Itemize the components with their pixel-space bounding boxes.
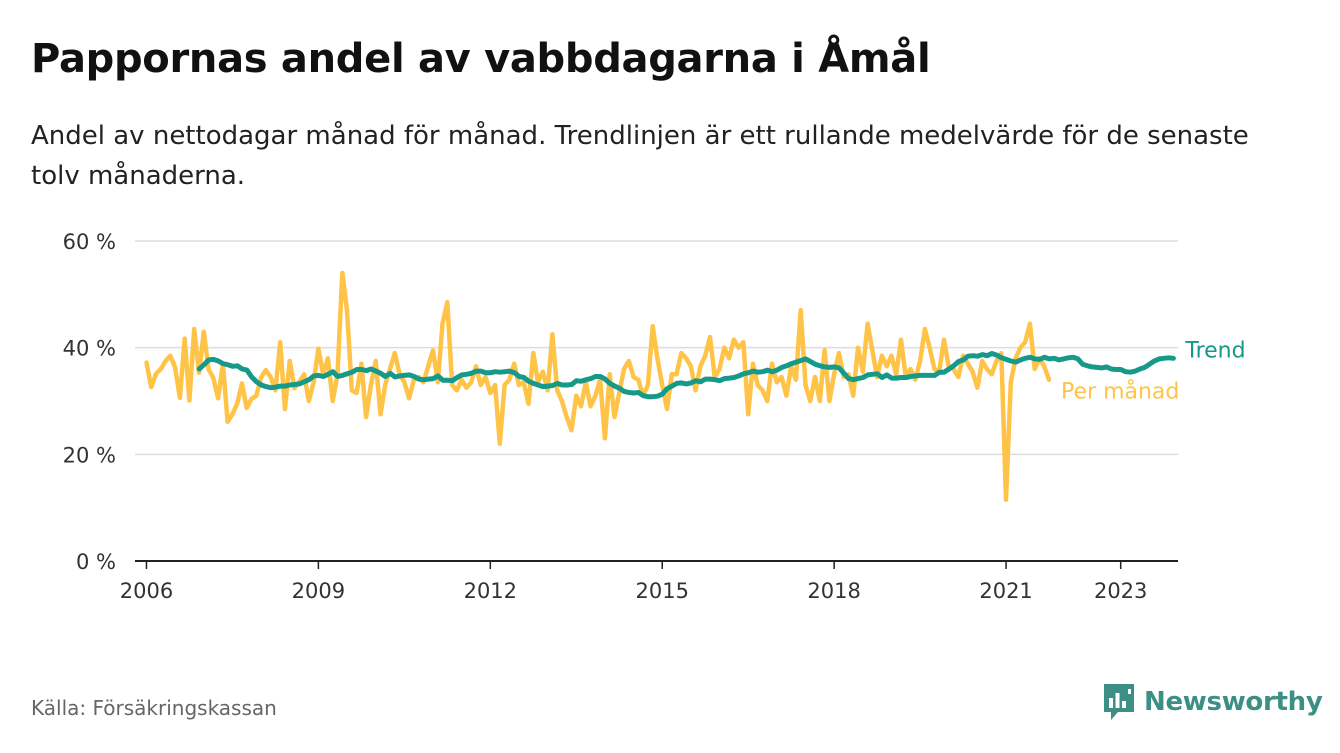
gridlines bbox=[135, 240, 1178, 562]
x-tick-label: 2006 bbox=[120, 579, 173, 603]
y-tick-label: 0 % bbox=[76, 550, 116, 574]
y-tick-label: 20 % bbox=[63, 443, 116, 467]
series-lines bbox=[144, 270, 1176, 502]
x-tick-label: 2018 bbox=[807, 579, 860, 603]
brand-name: Newsworthy bbox=[1144, 687, 1323, 717]
y-tick-label: 40 % bbox=[63, 337, 116, 361]
x-axis-labels: 2006 2009 2012 2015 2018 2021 2023 bbox=[120, 579, 1148, 603]
x-axis-ticks bbox=[145, 561, 1122, 569]
brand-logo: Newsworthy bbox=[1102, 681, 1323, 723]
series-line bbox=[196, 351, 1176, 400]
y-tick-label: 60 % bbox=[63, 230, 116, 254]
source-note: Källa: Försäkringskassan bbox=[31, 696, 277, 720]
x-tick-label: 2021 bbox=[979, 579, 1032, 603]
page-title: Pappornas andel av vabbdagarna i Åmål bbox=[31, 36, 931, 82]
series-label: Trend bbox=[1184, 338, 1245, 363]
y-axis-labels: 0 % 20 % 40 % 60 % bbox=[63, 230, 116, 574]
x-tick-label: 2015 bbox=[636, 579, 689, 603]
chart-subtitle: Andel av nettodagar månad för månad. Tre… bbox=[31, 121, 1249, 191]
x-tick-label: 2009 bbox=[292, 579, 345, 603]
series-label: Per månad bbox=[1061, 379, 1179, 405]
bar-chart-speech-bubble-icon bbox=[1104, 684, 1134, 720]
x-tick-label: 2012 bbox=[464, 579, 517, 603]
x-tick-label: 2023 bbox=[1094, 579, 1147, 603]
